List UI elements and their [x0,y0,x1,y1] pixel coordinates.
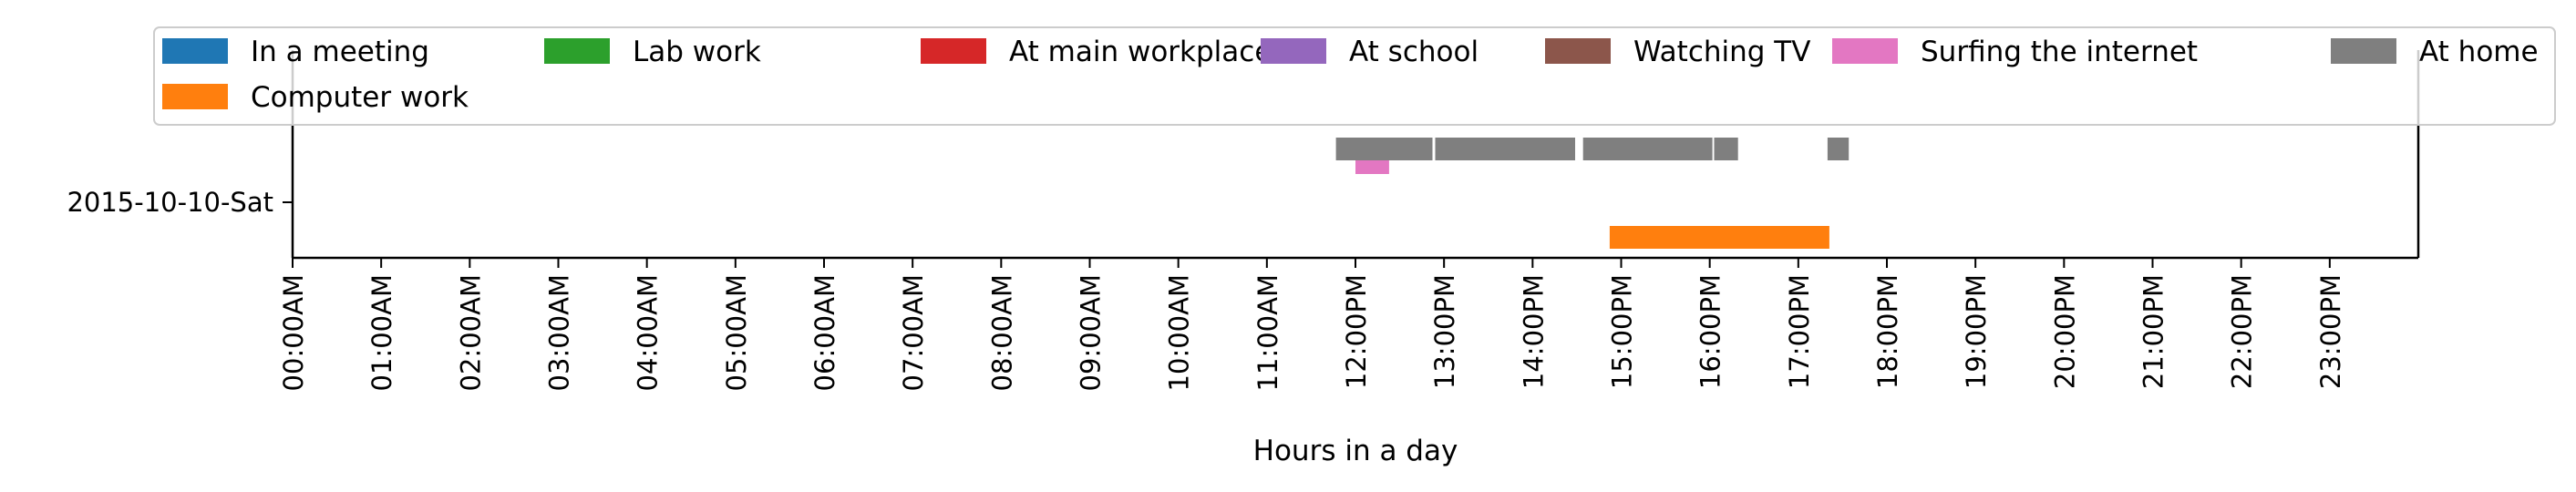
x-tick-label: 15:00PM [1607,274,1638,389]
x-tick-label: 17:00PM [1784,274,1815,389]
legend-swatch [1832,38,1898,64]
x-tick-label: 09:00AM [1076,274,1107,391]
x-tick-label: 22:00PM [2227,274,2258,389]
x-tick-label: 00:00AM [278,274,309,391]
legend-item-watching-tv: Watching TV [1545,36,1810,68]
x-tick-label: 19:00PM [1961,274,1992,389]
legend-label: Computer work [251,81,469,114]
x-tick-label: 05:00AM [721,274,752,391]
legend-swatch [921,38,986,64]
legend-item-at-main-workplace: At main workplace [921,36,1272,68]
interval-computer-work [1609,226,1829,249]
legend-swatch [1545,38,1611,64]
x-tick-label: 21:00PM [2138,274,2169,389]
x-tick-label: 02:00AM [455,274,486,391]
x-tick-label: 07:00AM [898,274,929,391]
plot-area [1335,138,1850,249]
x-axis-label: Hours in a day [1253,435,1458,467]
interval-at-home [1435,138,1575,160]
legend-item-lab-work: Lab work [544,36,761,68]
legend-item-at-school: At school [1261,36,1479,68]
legend-item-in-a-meeting: In a meeting [162,36,429,68]
x-tick-label: 03:00AM [544,274,575,391]
legend-item-at-home: At home [2331,36,2539,68]
legend-label: Surfing the internet [1921,36,2198,68]
x-tick-label: 14:00PM [1518,274,1549,389]
legend-label: At school [1349,36,1479,68]
x-tick-label: 01:00AM [366,274,397,391]
legend-label: In a meeting [251,36,429,68]
legend-frame [153,26,2556,126]
y-tick-label: 2015-10-10-Sat [67,187,273,218]
legend-label: Watching TV [1633,36,1810,68]
interval-at-home [1582,138,1713,160]
legend: In a meeting Lab work At main workplace At … [153,26,2556,126]
x-tick-label: 20:00PM [2049,274,2080,389]
legend-swatch [1261,38,1326,64]
legend-label: Lab work [633,36,761,68]
x-tick-label: 12:00PM [1341,274,1372,389]
legend-swatch [162,84,228,109]
x-tick-label: 13:00PM [1429,274,1460,389]
x-tick-label: 08:00AM [986,274,1017,391]
x-tick-label: 23:00PM [2315,274,2346,389]
x-tick-label: 04:00AM [633,274,664,391]
x-tick-label: 06:00AM [809,274,840,391]
legend-item-computer-work: Computer work [162,81,469,114]
legend-label: At home [2419,36,2539,68]
x-tick-label: 16:00PM [1695,274,1726,389]
legend-swatch [162,38,228,64]
x-tick-label: 11:00AM [1252,274,1283,391]
x-tick-label: 10:00AM [1164,274,1195,391]
legend-item-surfing-the-internet: Surfing the internet [1832,36,2198,68]
interval-at-home [1714,138,1738,160]
legend-swatch [2331,38,2396,64]
axes: 00:00AM 01:00AM 02:00AM 03:00AM 04:00AM 05:00… [67,50,2420,467]
interval-surfing-the-internet [1355,160,1389,174]
interval-at-home [1827,138,1850,160]
interval-at-home [1335,138,1433,160]
legend-swatch [544,38,610,64]
x-tick-label: 18:00PM [1872,274,1903,389]
legend-label: At main workplace [1009,36,1272,68]
